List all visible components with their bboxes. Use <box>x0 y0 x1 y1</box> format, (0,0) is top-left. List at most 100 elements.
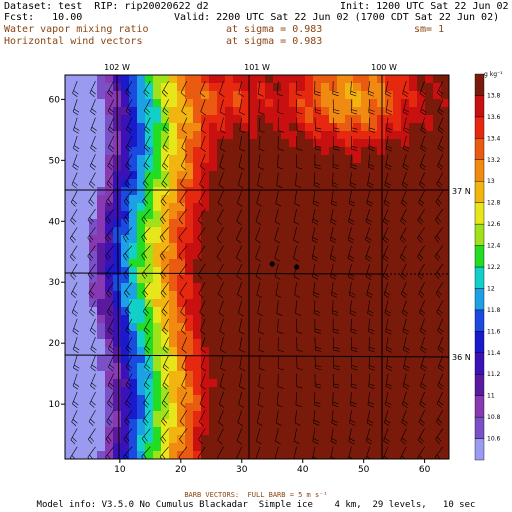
wind-barb <box>419 318 427 335</box>
field-cell <box>409 411 418 420</box>
field-cell <box>177 435 186 444</box>
station-points <box>269 261 300 270</box>
field-cell <box>337 299 346 308</box>
field-cell <box>225 147 234 156</box>
field-cell <box>161 379 170 388</box>
field-cell <box>297 163 306 172</box>
field-cell <box>313 267 322 276</box>
field-cell <box>257 99 266 108</box>
field-cell <box>145 195 154 204</box>
field-cell <box>281 155 290 164</box>
field-cell <box>161 163 170 172</box>
field-cell <box>425 147 434 156</box>
field-cell <box>433 323 442 332</box>
field-cell <box>89 171 98 180</box>
field-cell <box>273 75 282 84</box>
field-cell <box>145 75 154 84</box>
field-cell <box>217 99 226 108</box>
mixing-ratio-field <box>65 75 449 459</box>
field-cell <box>401 155 410 164</box>
field-cell <box>393 419 402 428</box>
field-cell <box>337 91 346 100</box>
field-cell <box>81 267 90 276</box>
field-cell <box>137 219 146 228</box>
field-cell <box>329 275 338 284</box>
field-cell <box>385 251 394 260</box>
field-cell <box>401 195 410 204</box>
field-cell <box>433 315 442 324</box>
field-cell <box>369 323 378 332</box>
field-cell <box>265 403 274 412</box>
field-cell <box>305 347 314 356</box>
field-cell <box>161 387 170 396</box>
field-cell <box>369 171 378 180</box>
field-cell <box>121 275 130 284</box>
field-cell <box>97 427 106 436</box>
field-cell <box>337 379 346 388</box>
field-cell <box>393 275 402 284</box>
field-cell <box>313 331 322 340</box>
wind-barb <box>258 135 265 152</box>
field-cell <box>433 419 442 428</box>
wind-barb <box>331 172 339 188</box>
wind-barb <box>400 263 407 280</box>
field-cell <box>217 443 226 452</box>
field-cell <box>241 395 250 404</box>
field-cell <box>393 115 402 124</box>
field-cell <box>185 227 194 236</box>
field-cell <box>441 443 449 452</box>
field-cell <box>177 115 186 124</box>
field-cell <box>97 275 106 284</box>
field-cell <box>177 107 186 116</box>
field-cell <box>345 139 354 148</box>
field-cell <box>161 299 170 308</box>
field-cell <box>289 83 298 92</box>
field-cell <box>225 451 234 459</box>
field-cell <box>369 435 378 444</box>
field-cell <box>113 443 122 452</box>
field-cell <box>265 427 274 436</box>
field-cell <box>329 235 338 244</box>
wind-barb <box>275 410 282 426</box>
field-cell <box>305 75 314 84</box>
field-cell <box>121 371 130 380</box>
field-cell <box>361 75 370 84</box>
field-cell <box>289 363 298 372</box>
field-cell <box>201 307 210 316</box>
field-cell <box>337 75 346 84</box>
field-cell <box>297 235 306 244</box>
field-cell <box>81 339 90 348</box>
field-cell <box>385 203 394 212</box>
field-cell <box>385 283 394 292</box>
field-cell <box>153 331 162 340</box>
field-cell <box>265 203 274 212</box>
field-cell <box>393 299 402 308</box>
field-cell <box>65 115 74 124</box>
field-cell <box>137 283 146 292</box>
field-cell <box>201 163 210 172</box>
field-cell <box>273 267 282 276</box>
field-cell <box>353 259 362 268</box>
field-cell <box>137 251 146 260</box>
field-cell <box>345 283 354 292</box>
field-cell <box>409 131 418 140</box>
field-cell <box>401 379 410 388</box>
field-cell <box>161 315 170 324</box>
field-cell <box>257 379 266 388</box>
field-cell <box>113 291 122 300</box>
colorbar-swatch <box>474 331 485 353</box>
wind-barb <box>314 81 321 97</box>
field-cell <box>321 195 330 204</box>
wind-barb <box>350 154 357 170</box>
field-cell <box>297 419 306 428</box>
field-cell <box>273 155 282 164</box>
field-cell <box>81 91 90 100</box>
field-cell <box>97 155 106 164</box>
field-cell <box>417 83 426 92</box>
field-cell <box>97 99 106 108</box>
field-cell <box>273 443 282 452</box>
field-cell <box>161 131 170 140</box>
field-cell <box>89 363 98 372</box>
field-cell <box>297 451 306 459</box>
field-cell <box>257 307 266 316</box>
